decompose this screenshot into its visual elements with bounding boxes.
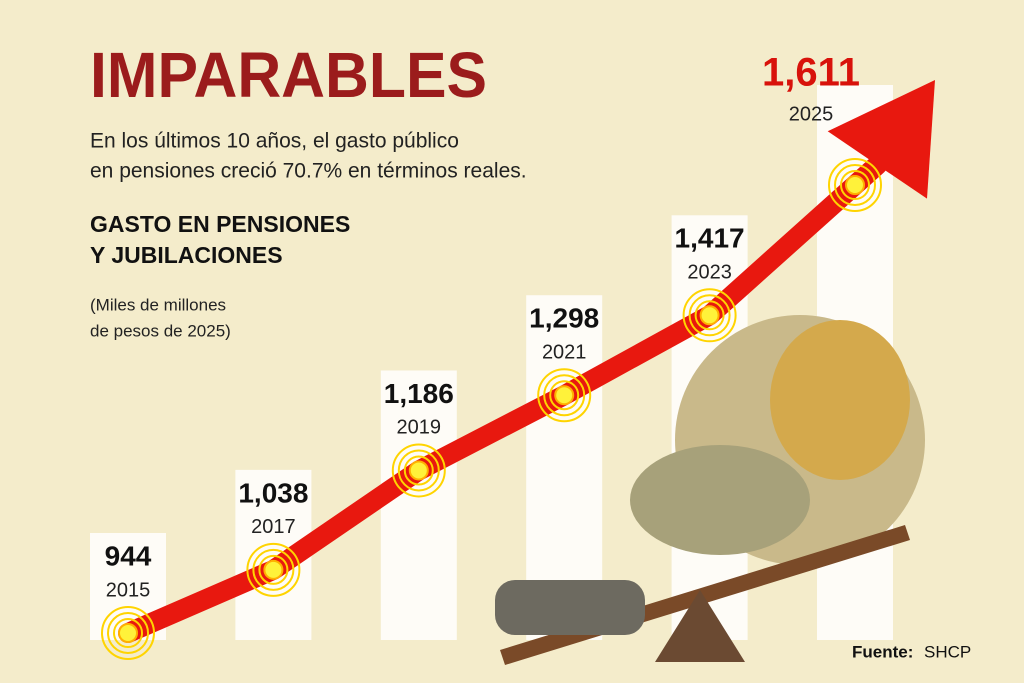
title: IMPARABLES <box>90 39 487 111</box>
year-label: 2023 <box>687 262 732 284</box>
illustration <box>495 315 925 665</box>
value-label: 1,186 <box>384 378 454 409</box>
point <box>118 623 138 643</box>
point-ring <box>682 288 737 343</box>
value-label: 1,611 <box>762 51 860 95</box>
people <box>495 580 645 635</box>
source-text: SHCP <box>924 642 971 661</box>
point-ring <box>834 164 876 206</box>
money-pile <box>630 445 810 555</box>
point-ring <box>258 554 289 585</box>
value-label: 1,298 <box>529 303 599 334</box>
point-ring <box>391 443 446 498</box>
coin-pile <box>770 320 910 480</box>
point-ring <box>246 542 301 597</box>
year-label: 2019 <box>397 417 442 439</box>
point <box>845 175 865 195</box>
column <box>380 370 457 640</box>
point <box>263 559 284 580</box>
source-label: Fuente: <box>852 642 913 661</box>
point <box>554 385 575 406</box>
point-ring <box>543 374 586 417</box>
heading: Y JUBILACIONES <box>90 242 283 268</box>
value-label: 944 <box>105 540 152 571</box>
point-ring <box>113 618 143 648</box>
point-ring <box>107 612 149 654</box>
point-ring <box>694 300 725 331</box>
units: (Miles de millones <box>90 295 226 314</box>
value-label: 1,417 <box>675 223 745 254</box>
point-ring <box>537 368 592 423</box>
point-ring <box>397 449 440 492</box>
point-ring <box>828 158 882 212</box>
value-label: 1,038 <box>238 477 308 508</box>
heading: GASTO EN PENSIONES <box>90 211 350 237</box>
year-label: 2025 <box>789 103 834 125</box>
point-ring <box>688 294 731 337</box>
point <box>408 460 429 481</box>
point-ring <box>403 455 434 486</box>
point-ring <box>101 606 155 660</box>
year-label: 2015 <box>106 579 151 601</box>
point-ring <box>549 380 580 411</box>
year-label: 2017 <box>251 516 296 538</box>
subtitle: En los últimos 10 años, el gasto público <box>90 130 459 153</box>
point-ring <box>840 170 870 200</box>
year-label: 2021 <box>542 342 587 364</box>
arrow-head <box>827 80 935 199</box>
units: de pesos de 2025) <box>90 321 231 340</box>
point <box>699 305 720 326</box>
point-ring <box>252 548 295 591</box>
seesaw-base <box>655 590 745 662</box>
subtitle: en pensiones creció 70.7% en términos re… <box>90 160 527 183</box>
